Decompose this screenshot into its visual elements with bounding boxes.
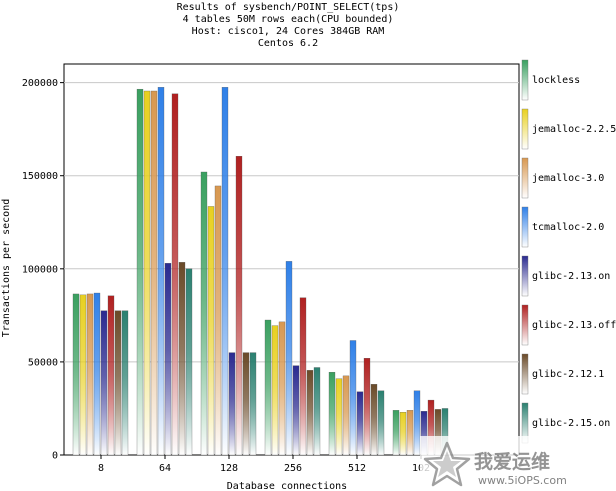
bar-lockless-64 <box>136 88 144 456</box>
bar-glibc-2.12.1-8 <box>114 310 122 456</box>
legend-label-jemalloc-3.0: jemalloc-3.0 <box>532 173 604 184</box>
legend-swatch-tcmalloc-2.0 <box>521 206 529 248</box>
bar-lockless-512 <box>328 371 336 456</box>
bar-jemalloc-3.0-512 <box>342 375 350 456</box>
legend-label-glibc-2.15.on: glibc-2.15.on <box>532 418 610 429</box>
legend-swatch-jemalloc-2.2.5 <box>521 108 529 150</box>
bar-jemalloc-3.0-256 <box>278 321 286 456</box>
bar-jemalloc-2.2.5-102 <box>399 412 407 456</box>
legend-label-glibc-2.13.on: glibc-2.13.on <box>532 271 610 282</box>
y-tick-label: 0 <box>52 451 58 462</box>
watermark-name: 我爱运维 <box>474 450 550 473</box>
bar-glibc-2.13.off-8 <box>107 295 115 456</box>
bar-jemalloc-3.0-102 <box>406 410 414 456</box>
x-tick-label: 128 <box>220 463 238 474</box>
bar-glibc-2.13.on-512 <box>356 391 364 456</box>
x-axis: 864128256512102 <box>98 455 430 474</box>
bar-glibc-2.13.on-8 <box>100 310 108 456</box>
bar-glibc-2.13.off-64 <box>171 93 179 456</box>
chart-title: Results of sysbench/POINT_SELECT(tps) 4 … <box>177 2 400 49</box>
title-line-4: Centos 6.2 <box>258 38 318 49</box>
bar-jemalloc-2.2.5-8 <box>79 294 87 456</box>
bar-glibc-2.12.1-512 <box>370 384 378 456</box>
x-tick-label: 8 <box>98 463 104 474</box>
bar-glibc-2.13.on-128 <box>228 352 236 456</box>
bar-tcmalloc-2.0-512 <box>349 340 357 456</box>
bar-tcmalloc-2.0-64 <box>157 87 165 456</box>
title-line-2: 4 tables 50M rows each(CPU bounded) <box>183 14 394 25</box>
x-tick-label: 64 <box>159 463 171 474</box>
y-tick-label: 150000 <box>22 171 58 182</box>
bar-glibc-2.15.on-64 <box>185 268 193 456</box>
y-axis-label: Transactions per second <box>1 199 12 337</box>
legend-swatch-lockless <box>521 59 529 101</box>
bar-glibc-2.13.on-64 <box>164 263 172 456</box>
bars <box>72 87 449 456</box>
title-line-3: Host: cisco1, 24 Cores 384GB RAM <box>192 26 385 37</box>
bar-glibc-2.15.on-512 <box>377 390 385 456</box>
y-tick-label: 50000 <box>28 357 58 368</box>
bar-glibc-2.12.1-256 <box>306 370 314 456</box>
legend-swatch-glibc-2.13.on <box>521 255 529 297</box>
x-tick-label: 512 <box>348 463 366 474</box>
bar-glibc-2.13.off-128 <box>235 156 243 456</box>
bar-lockless-256 <box>264 319 272 456</box>
x-tick-label: 256 <box>284 463 302 474</box>
bar-glibc-2.12.1-128 <box>242 352 250 456</box>
bar-tcmalloc-2.0-102 <box>413 390 421 456</box>
watermark: 我爱运维 www.5iOPS.com <box>420 436 616 491</box>
bar-tcmalloc-2.0-8 <box>93 292 101 456</box>
bar-jemalloc-2.2.5-256 <box>271 325 279 456</box>
watermark-url: www.5iOPS.com <box>478 474 567 487</box>
bar-jemalloc-3.0-128 <box>214 185 222 456</box>
bar-glibc-2.13.off-512 <box>363 358 371 456</box>
bar-tcmalloc-2.0-128 <box>221 87 229 456</box>
legend-label-glibc-2.13.off: glibc-2.13.off <box>532 320 616 331</box>
legend-swatch-glibc-2.12.1 <box>521 353 529 395</box>
bar-jemalloc-2.2.5-64 <box>143 90 151 456</box>
legend: lockless jemalloc-2.2.5 jemalloc-3.0 tcmall… <box>521 59 616 444</box>
x-axis-label: Database connections <box>227 481 347 491</box>
legend-label-tcmalloc-2.0: tcmalloc-2.0 <box>532 222 604 233</box>
bar-glibc-2.15.on-256 <box>313 367 321 456</box>
bar-jemalloc-3.0-64 <box>150 90 158 456</box>
bar-jemalloc-3.0-8 <box>86 293 94 456</box>
bar-glibc-2.15.on-128 <box>249 352 257 456</box>
legend-label-lockless: lockless <box>532 75 580 86</box>
bar-glibc-2.12.1-64 <box>178 262 186 456</box>
legend-label-jemalloc-2.2.5: jemalloc-2.2.5 <box>532 124 616 135</box>
legend-swatch-jemalloc-3.0 <box>521 157 529 199</box>
bar-glibc-2.15.on-8 <box>121 310 129 456</box>
bar-lockless-128 <box>200 171 208 456</box>
legend-swatch-glibc-2.13.off <box>521 304 529 346</box>
bar-jemalloc-2.2.5-128 <box>207 206 215 456</box>
y-tick-label: 200000 <box>22 78 58 89</box>
bar-jemalloc-2.2.5-512 <box>335 378 343 456</box>
legend-label-glibc-2.12.1: glibc-2.12.1 <box>532 369 604 380</box>
star-logo-icon <box>423 441 471 487</box>
bar-lockless-102 <box>392 410 400 456</box>
y-axis: 0 50000 100000 150000 200000 <box>22 78 64 462</box>
bar-lockless-8 <box>72 293 80 456</box>
bar-glibc-2.13.on-256 <box>292 365 300 456</box>
title-line-1: Results of sysbench/POINT_SELECT(tps) <box>177 2 400 13</box>
bar-glibc-2.13.off-256 <box>299 297 307 456</box>
y-tick-label: 100000 <box>22 264 58 275</box>
bar-tcmalloc-2.0-256 <box>285 261 293 456</box>
